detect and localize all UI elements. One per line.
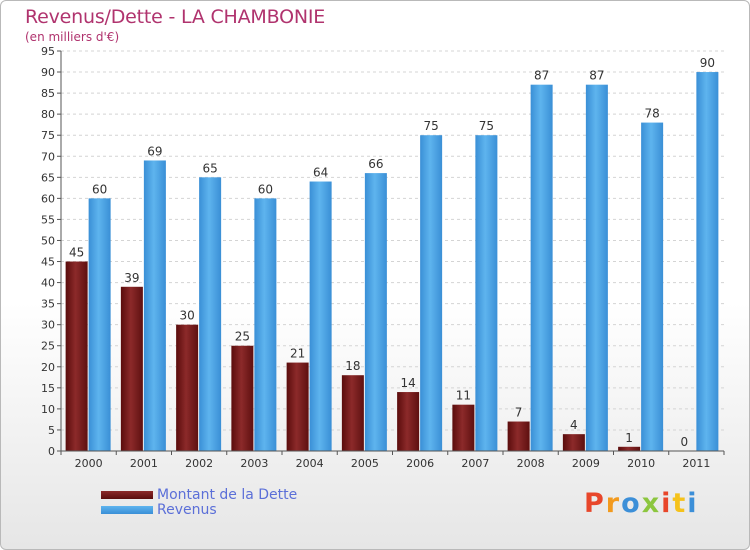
data-label-revenus: 75 <box>423 119 438 133</box>
y-tick-label: 95 <box>41 45 55 58</box>
data-label-dette: 7 <box>515 406 523 420</box>
data-label-revenus: 69 <box>147 144 162 158</box>
data-label-dette: 1 <box>625 431 633 445</box>
data-label-dette: 45 <box>69 246 84 260</box>
x-tick-label: 2008 <box>517 457 545 470</box>
y-tick-label: 40 <box>41 277 55 290</box>
data-label-revenus: 66 <box>368 157 383 171</box>
y-tick-label: 0 <box>48 445 55 458</box>
data-label-dette: 4 <box>570 418 578 432</box>
x-tick-label: 2000 <box>75 457 103 470</box>
y-tick-label: 85 <box>41 87 55 100</box>
bar-revenus <box>530 84 553 452</box>
x-tick-label: 2010 <box>627 457 655 470</box>
logo-letter: r <box>605 488 622 519</box>
bar-dette <box>176 324 199 451</box>
bar-dette <box>618 446 641 451</box>
data-label-revenus: 64 <box>313 166 328 180</box>
bar-dette <box>562 434 585 451</box>
legend-item-revenus: Revenus <box>101 501 297 518</box>
bar-revenus <box>364 173 387 451</box>
legend-swatch-revenus <box>101 505 153 514</box>
x-tick-label: 2009 <box>572 457 600 470</box>
bar-revenus <box>199 177 222 451</box>
y-tick-label: 20 <box>41 361 55 374</box>
data-label-dette: 11 <box>456 389 471 403</box>
x-tick-label: 2011 <box>682 457 710 470</box>
bar-revenus <box>696 72 719 451</box>
legend-swatch-debt <box>101 490 153 499</box>
data-label-revenus: 60 <box>258 182 273 196</box>
bar-dette <box>452 404 475 451</box>
bar-dette <box>341 375 364 451</box>
x-tick-label: 2007 <box>461 457 489 470</box>
y-tick-label: 70 <box>41 150 55 163</box>
bar-revenus <box>143 160 166 451</box>
data-label-revenus: 75 <box>479 119 494 133</box>
chart-subtitle: (en milliers d'€) <box>25 30 120 44</box>
bar-revenus <box>585 84 608 452</box>
bar-revenus <box>475 135 498 452</box>
bar-dette <box>397 392 420 451</box>
bar-revenus <box>309 181 332 452</box>
x-tick-label: 2002 <box>185 457 213 470</box>
chart-legend: Montant de la Dette Revenus <box>101 486 298 518</box>
y-tick-label: 80 <box>41 108 55 121</box>
x-tick-label: 2004 <box>296 457 324 470</box>
y-tick-label: 90 <box>41 66 55 79</box>
data-label-revenus: 65 <box>202 161 217 175</box>
legend-label-revenus: Revenus <box>157 501 217 518</box>
logo-letter: o <box>621 488 642 519</box>
y-tick-label: 25 <box>41 340 55 353</box>
y-tick-label: 5 <box>48 424 55 437</box>
data-label-dette: 30 <box>179 309 194 323</box>
chart-title: Revenus/Dette - LA CHAMBONIE <box>25 6 326 28</box>
y-tick-label: 55 <box>41 213 55 226</box>
bar-revenus <box>88 198 111 451</box>
data-label-dette: 25 <box>235 330 250 344</box>
bar-dette <box>286 362 309 451</box>
x-tick-label: 2005 <box>351 457 379 470</box>
bar-dette <box>120 286 143 451</box>
logo-letter: t <box>672 488 688 519</box>
bar-revenus <box>420 135 443 452</box>
data-label-revenus: 87 <box>589 69 604 83</box>
data-label-dette: 39 <box>124 271 139 285</box>
bar-revenus <box>641 122 664 451</box>
y-tick-label: 10 <box>41 403 55 416</box>
y-tick-label: 60 <box>41 192 55 205</box>
data-label-dette: 0 <box>681 435 689 449</box>
y-tick-label: 50 <box>41 234 55 247</box>
logo-letter: i <box>661 488 673 519</box>
y-tick-label: 15 <box>41 382 55 395</box>
logo-letter: i <box>687 488 699 519</box>
bar-revenus <box>254 198 277 451</box>
y-tick-label: 75 <box>41 129 55 142</box>
data-label-revenus: 87 <box>534 69 549 83</box>
proxiti-logo: Proxiti <box>584 488 699 519</box>
data-label-revenus: 78 <box>644 107 659 121</box>
bar-dette <box>507 421 530 451</box>
x-tick-label: 2003 <box>240 457 268 470</box>
data-label-dette: 21 <box>290 347 305 361</box>
y-tick-label: 30 <box>41 319 55 332</box>
logo-letter: x <box>641 488 662 519</box>
x-tick-label: 2006 <box>406 457 434 470</box>
y-tick-label: 45 <box>41 256 55 269</box>
x-tick-label: 2001 <box>130 457 158 470</box>
data-label-revenus: 90 <box>700 56 715 70</box>
y-tick-label: 35 <box>41 298 55 311</box>
bar-dette <box>65 261 88 451</box>
data-label-dette: 14 <box>400 376 415 390</box>
logo-letter: P <box>584 488 606 519</box>
legend-label-debt: Montant de la Dette <box>157 486 298 503</box>
data-label-dette: 18 <box>345 359 360 373</box>
data-label-revenus: 60 <box>92 182 107 196</box>
y-tick-label: 65 <box>41 171 55 184</box>
legend-item-debt: Montant de la Dette <box>101 486 298 503</box>
bar-dette <box>231 345 254 451</box>
